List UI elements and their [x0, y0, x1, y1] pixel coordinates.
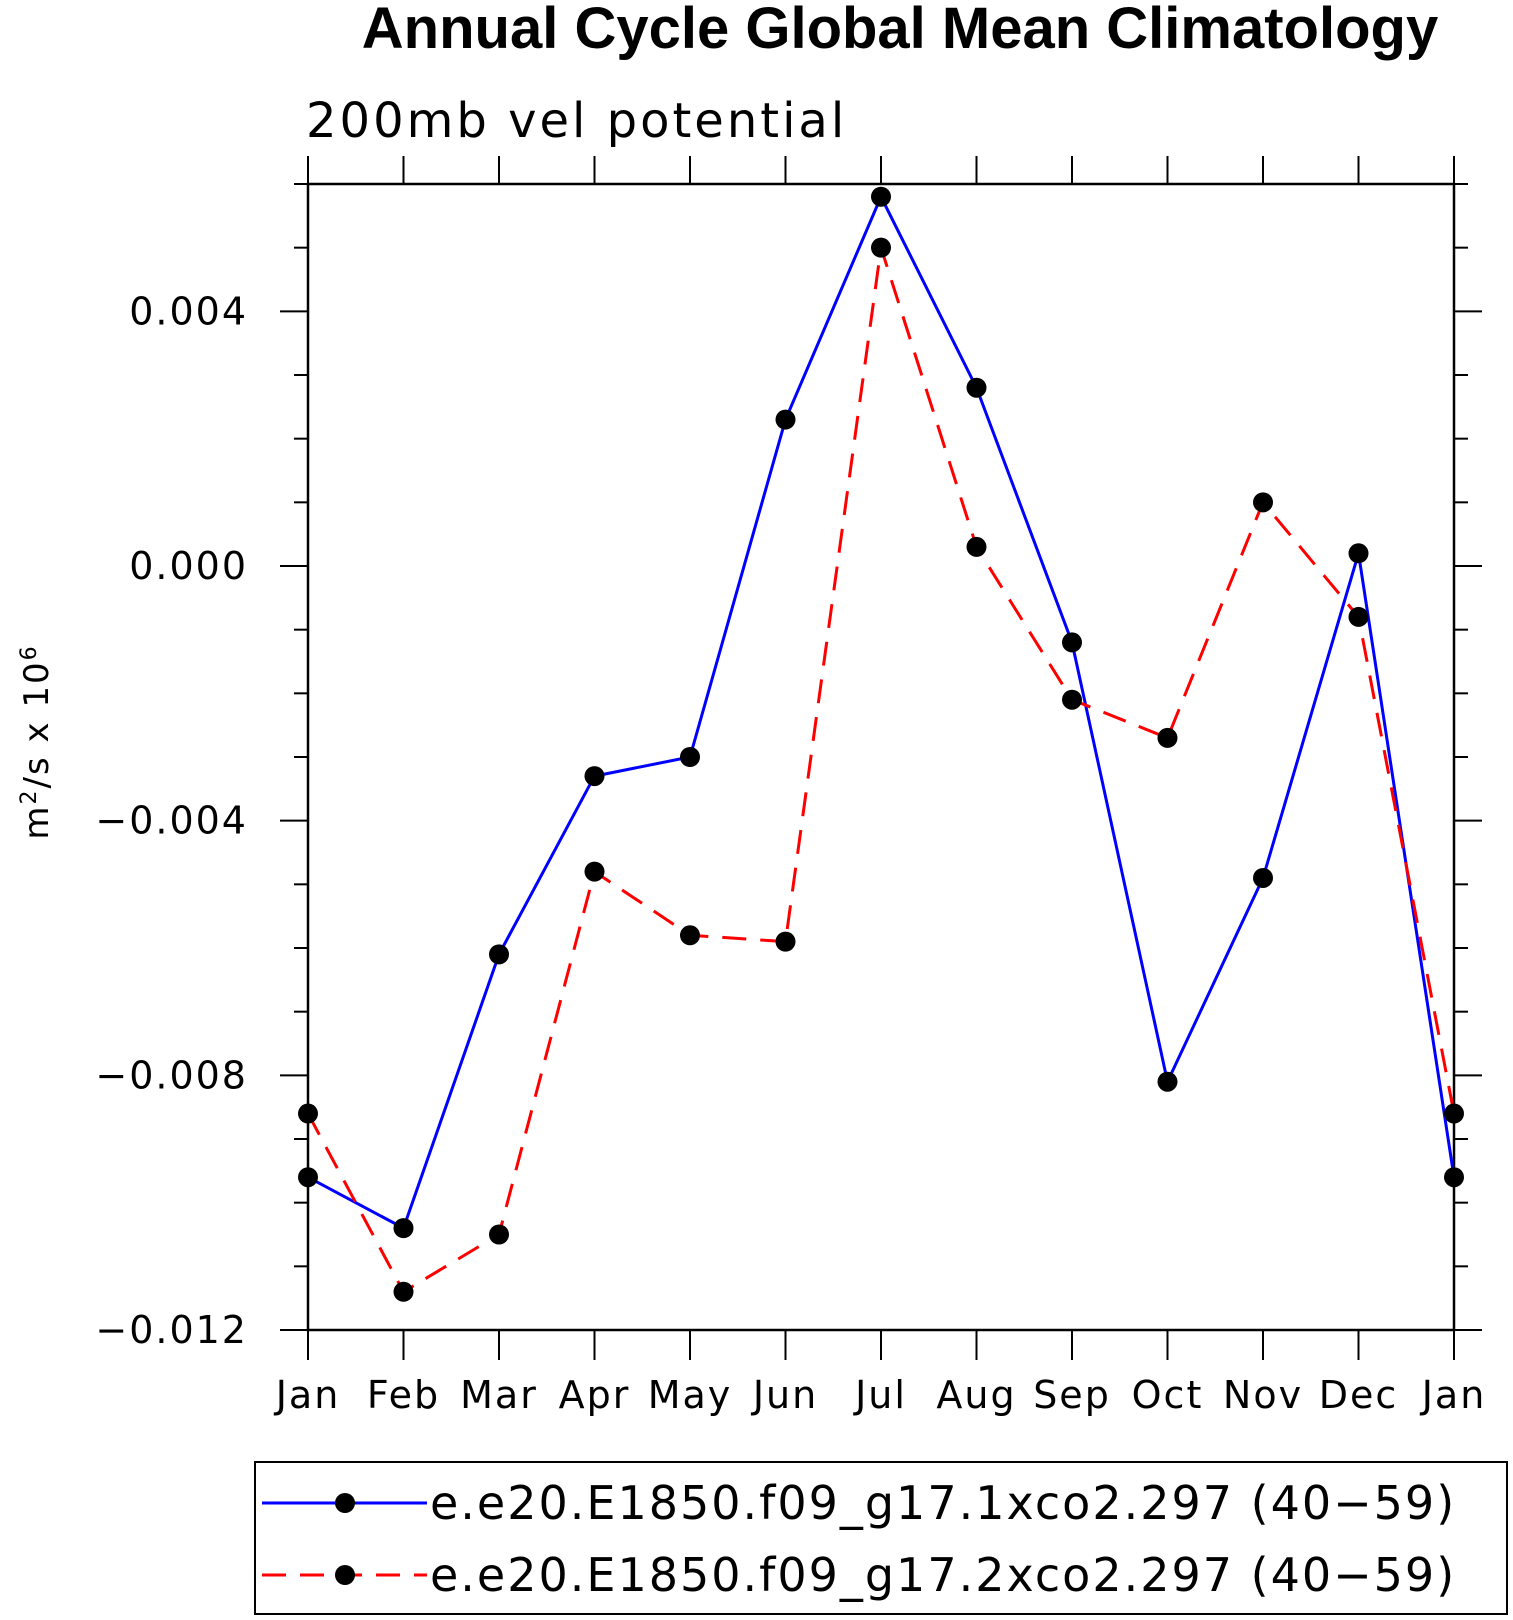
- series-2-point: [1444, 1103, 1464, 1124]
- series-2-point: [680, 925, 700, 946]
- y-tick-label: −0.008: [95, 1053, 248, 1097]
- y-tick-label: −0.012: [95, 1308, 248, 1352]
- series-2-point: [871, 237, 891, 258]
- series-2-point: [1062, 689, 1082, 710]
- x-tick-label: Aug: [936, 1373, 1016, 1417]
- series-layer: [298, 186, 1464, 1302]
- series-1-point: [871, 186, 891, 207]
- legend-label-2: e.e20.E1850.f09_g17.2xco2.297 (40−59): [430, 1548, 1456, 1602]
- x-tick-label: Jul: [853, 1373, 907, 1417]
- series-1-point: [1157, 1071, 1178, 1092]
- x-tick-label: Dec: [1319, 1373, 1399, 1417]
- x-tick-label: Sep: [1033, 1373, 1111, 1417]
- series-2-point: [1253, 492, 1273, 513]
- series-1-point: [584, 766, 605, 787]
- series-1-point: [1062, 632, 1082, 653]
- y-axis: −0.012 −0.008 −0.004 0.000 0.004: [95, 183, 1482, 1352]
- series-2-point: [1348, 606, 1369, 627]
- series-1-point: [489, 944, 509, 965]
- x-tick-label: Jan: [274, 1373, 341, 1417]
- legend: e.e20.E1850.f09_g17.1xco2.297 (40−59) e.e…: [254, 1461, 1508, 1615]
- series-2-point: [1157, 727, 1178, 748]
- series-2-point: [584, 861, 605, 882]
- x-tick-label: Feb: [367, 1373, 440, 1417]
- x-tick-label: Jan: [1420, 1373, 1487, 1417]
- legend-marker-1: [335, 1493, 355, 1513]
- legend-label-1: e.e20.E1850.f09_g17.1xco2.297 (40−59): [430, 1476, 1456, 1530]
- series-2-point: [393, 1281, 414, 1302]
- y-tick-label: 0.000: [129, 544, 248, 588]
- series-1-point: [1444, 1167, 1464, 1188]
- series-1-point: [1348, 543, 1369, 564]
- x-tick-label: May: [648, 1373, 733, 1417]
- x-tick-label: Oct: [1132, 1373, 1204, 1417]
- plot-border: [306, 182, 1456, 1332]
- series-2-point: [775, 931, 796, 952]
- x-tick-label: Mar: [460, 1373, 538, 1417]
- series-1-point: [775, 409, 796, 430]
- y-axis-label: m2/s x 106: [17, 644, 57, 839]
- legend-box: [254, 1461, 1508, 1615]
- chart-title: Annual Cycle Global Mean Climatology: [362, 0, 1438, 61]
- series-1-point: [966, 377, 987, 398]
- series-1-point: [680, 747, 700, 767]
- y-tick-label: −0.004: [95, 799, 248, 843]
- y-tick-label: 0.004: [129, 289, 248, 333]
- x-tick-label: Apr: [559, 1373, 631, 1417]
- series-2-point: [966, 536, 987, 557]
- legend-marker-2: [335, 1565, 355, 1585]
- series-1-point: [1253, 867, 1273, 888]
- chart-subtitle: 200mb vel potential: [306, 93, 847, 149]
- x-axis: Jan Feb Mar Apr May Jun Jul Aug Sep Oct Nov Dec Jan: [274, 156, 1487, 1417]
- series-line-1: [307, 193, 1456, 1231]
- series-1-point: [393, 1218, 414, 1239]
- series-2-point: [298, 1103, 318, 1124]
- x-tick-label: Jun: [751, 1373, 818, 1417]
- series-2-point: [489, 1224, 509, 1245]
- series-line-2: [306, 247, 1456, 1294]
- x-tick-label: Nov: [1223, 1373, 1303, 1417]
- series-1-point: [298, 1167, 318, 1188]
- plot-frame: [306, 182, 1456, 1332]
